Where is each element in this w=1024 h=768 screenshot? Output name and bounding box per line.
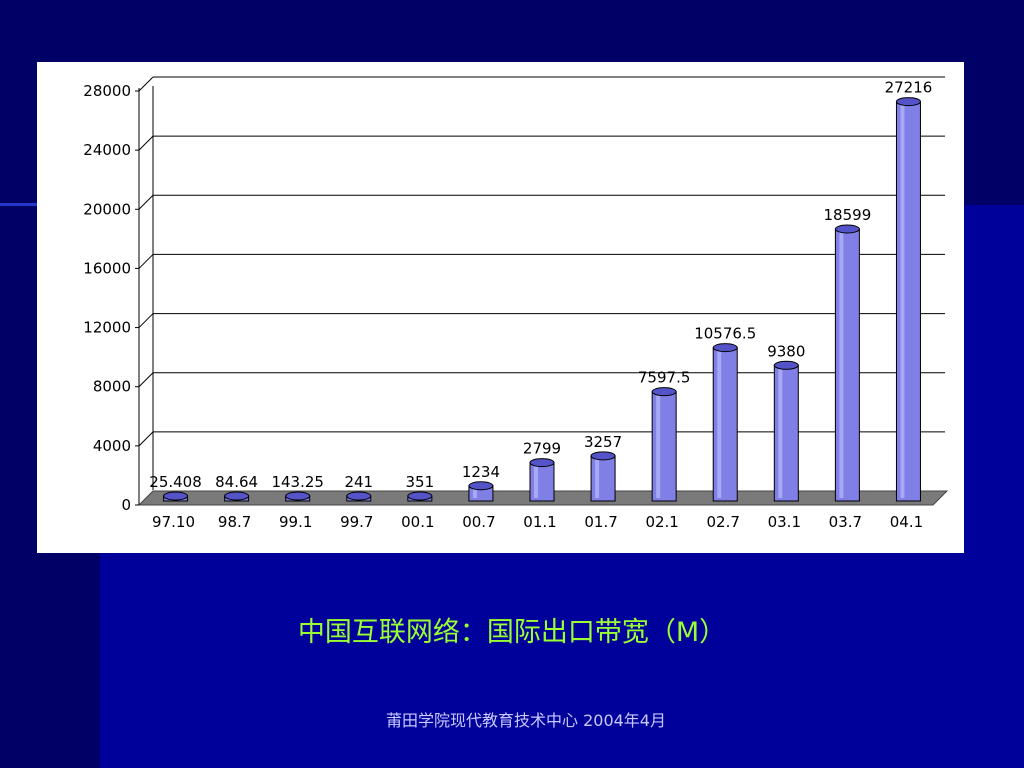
y-tick-label: 4000 bbox=[93, 437, 131, 455]
bar-body bbox=[651, 391, 677, 502]
bar-top bbox=[224, 491, 250, 501]
data-label: 25.408 bbox=[149, 473, 202, 491]
y-tick-label: 16000 bbox=[83, 259, 131, 277]
data-label: 2799 bbox=[523, 440, 561, 458]
x-tick-label: 99.7 bbox=[340, 513, 373, 531]
bar-top bbox=[407, 491, 433, 501]
slide-footer: 莆田学院现代教育技术中心 2004年4月 bbox=[386, 711, 666, 730]
x-tick-label: 97.10 bbox=[152, 513, 195, 531]
bar-highlight bbox=[656, 393, 661, 498]
y-tick-label: 8000 bbox=[93, 378, 131, 396]
bar-top bbox=[285, 491, 311, 501]
x-tick-label: 03.7 bbox=[829, 513, 862, 531]
gridline-diagonal bbox=[138, 76, 154, 92]
gridline-diagonal bbox=[138, 135, 154, 151]
bar bbox=[163, 491, 189, 502]
x-tick-label: 02.7 bbox=[707, 513, 740, 531]
bar-body bbox=[895, 101, 921, 502]
x-tick-label: 03.1 bbox=[768, 513, 801, 531]
data-label: 1234 bbox=[462, 463, 500, 481]
bar-body bbox=[529, 462, 555, 502]
bar bbox=[895, 97, 921, 502]
bar-highlight bbox=[900, 103, 905, 499]
bar-top bbox=[590, 451, 616, 461]
bar-highlight bbox=[839, 231, 844, 499]
bar-top bbox=[834, 224, 860, 234]
bar-highlight bbox=[595, 457, 600, 498]
data-label: 10576.5 bbox=[694, 325, 756, 343]
bar bbox=[712, 343, 738, 502]
y-tick-label: 20000 bbox=[83, 200, 131, 218]
bar-highlight bbox=[717, 349, 722, 498]
bar-highlight bbox=[534, 464, 538, 498]
bar bbox=[651, 387, 677, 502]
bar bbox=[590, 451, 616, 502]
bar bbox=[224, 491, 250, 502]
data-label: 3257 bbox=[584, 433, 622, 451]
x-tick-label: 01.7 bbox=[584, 513, 617, 531]
chart-caption: 中国互联网络：国际出口带宽（M） bbox=[297, 617, 727, 648]
gridline-diagonal bbox=[138, 194, 154, 210]
gridline-diagonal bbox=[138, 372, 154, 388]
y-tick-label: 0 bbox=[121, 496, 131, 514]
chart-bars bbox=[163, 97, 921, 502]
chart-gridlines bbox=[138, 76, 945, 447]
x-tick-label: 02.1 bbox=[645, 513, 678, 531]
x-tick-label: 01.1 bbox=[523, 513, 556, 531]
bar-top bbox=[712, 343, 738, 353]
bar-top bbox=[529, 458, 555, 468]
gridline-diagonal bbox=[138, 313, 154, 328]
bar-body bbox=[590, 455, 616, 502]
bar bbox=[468, 481, 494, 502]
y-tick-label: 12000 bbox=[83, 319, 131, 337]
x-tick-label: 99.1 bbox=[279, 513, 312, 531]
x-tick-label: 00.7 bbox=[462, 513, 495, 531]
bar bbox=[407, 491, 433, 502]
bar-top bbox=[346, 491, 372, 501]
bar-chart-svg: 0 4000 8000 12000 16000 20000 24000 28000 97.10… bbox=[83, 76, 949, 531]
bar bbox=[285, 491, 311, 502]
bar-body bbox=[834, 228, 860, 502]
data-label: 143.25 bbox=[271, 473, 324, 491]
gridline-diagonal bbox=[138, 254, 154, 269]
bar-top bbox=[895, 97, 921, 107]
data-label: 9380 bbox=[767, 342, 805, 360]
data-label: 84.64 bbox=[215, 473, 258, 491]
bar-highlight bbox=[778, 367, 783, 498]
data-label: 241 bbox=[344, 473, 373, 491]
bar-top bbox=[651, 387, 677, 397]
bandwidth-chart: 0 4000 8000 12000 16000 20000 24000 28000 97.10… bbox=[37, 62, 964, 553]
data-label: 351 bbox=[406, 473, 435, 491]
chart-y-axis: 0 4000 8000 12000 16000 20000 24000 28000 bbox=[83, 82, 154, 514]
bar-top bbox=[163, 491, 189, 501]
data-label: 7597.5 bbox=[638, 369, 691, 387]
bar-body bbox=[773, 364, 799, 502]
bar-top bbox=[773, 360, 799, 370]
x-tick-label: 98.7 bbox=[218, 513, 251, 531]
chart-value-labels: 25.408 84.64 143.25 241 351 1234 2799 3257 7597.… bbox=[149, 79, 932, 491]
y-tick-label: 28000 bbox=[83, 82, 131, 100]
data-label: 18599 bbox=[824, 206, 872, 224]
x-tick-label: 00.1 bbox=[401, 513, 434, 531]
gridline-diagonal bbox=[138, 431, 154, 447]
bar-body bbox=[712, 347, 738, 502]
bar bbox=[834, 224, 860, 502]
x-tick-label: 04.1 bbox=[890, 513, 923, 531]
data-label: 27216 bbox=[885, 79, 933, 97]
bar bbox=[529, 458, 555, 502]
bar bbox=[773, 360, 799, 502]
bar-top bbox=[468, 481, 494, 491]
y-tick-label: 24000 bbox=[83, 141, 131, 159]
chart-x-tick-labels: 97.10 98.7 99.1 99.7 00.1 00.7 01.1 01.7 02.1 02.… bbox=[152, 513, 923, 531]
bar-highlight bbox=[472, 487, 477, 498]
bar bbox=[346, 491, 372, 502]
